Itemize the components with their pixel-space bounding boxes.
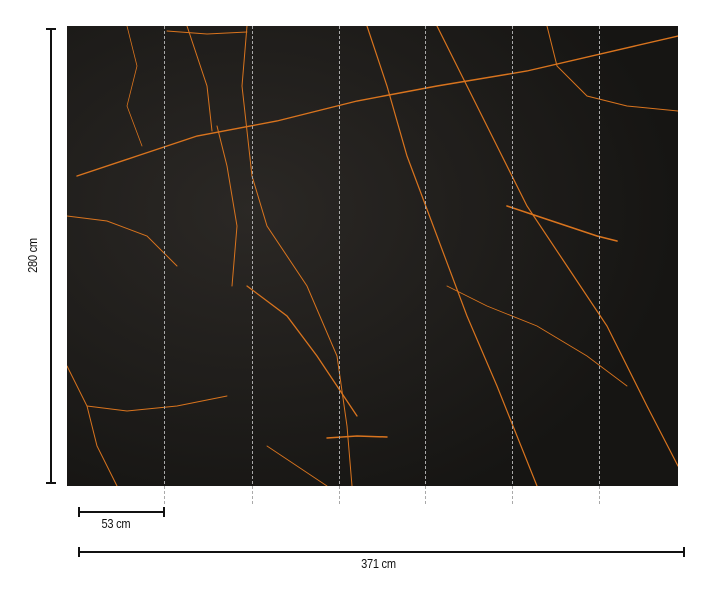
panel-seam-4	[425, 26, 426, 504]
panel-seam-5	[512, 26, 513, 504]
total-width-label: 371 cm	[361, 556, 396, 571]
height-label: 280 cm	[24, 238, 40, 273]
panel-width-dimension-line	[78, 507, 165, 517]
panel-seam-1	[164, 26, 165, 504]
marble-mural-image	[67, 26, 678, 486]
height-dimension-line	[46, 28, 56, 484]
panel-seam-6	[599, 26, 600, 504]
panel-seam-2	[252, 26, 253, 504]
panel-width-label: 53 cm	[101, 516, 131, 531]
panel-seam-3	[339, 26, 340, 504]
total-width-dimension-line	[78, 547, 685, 557]
